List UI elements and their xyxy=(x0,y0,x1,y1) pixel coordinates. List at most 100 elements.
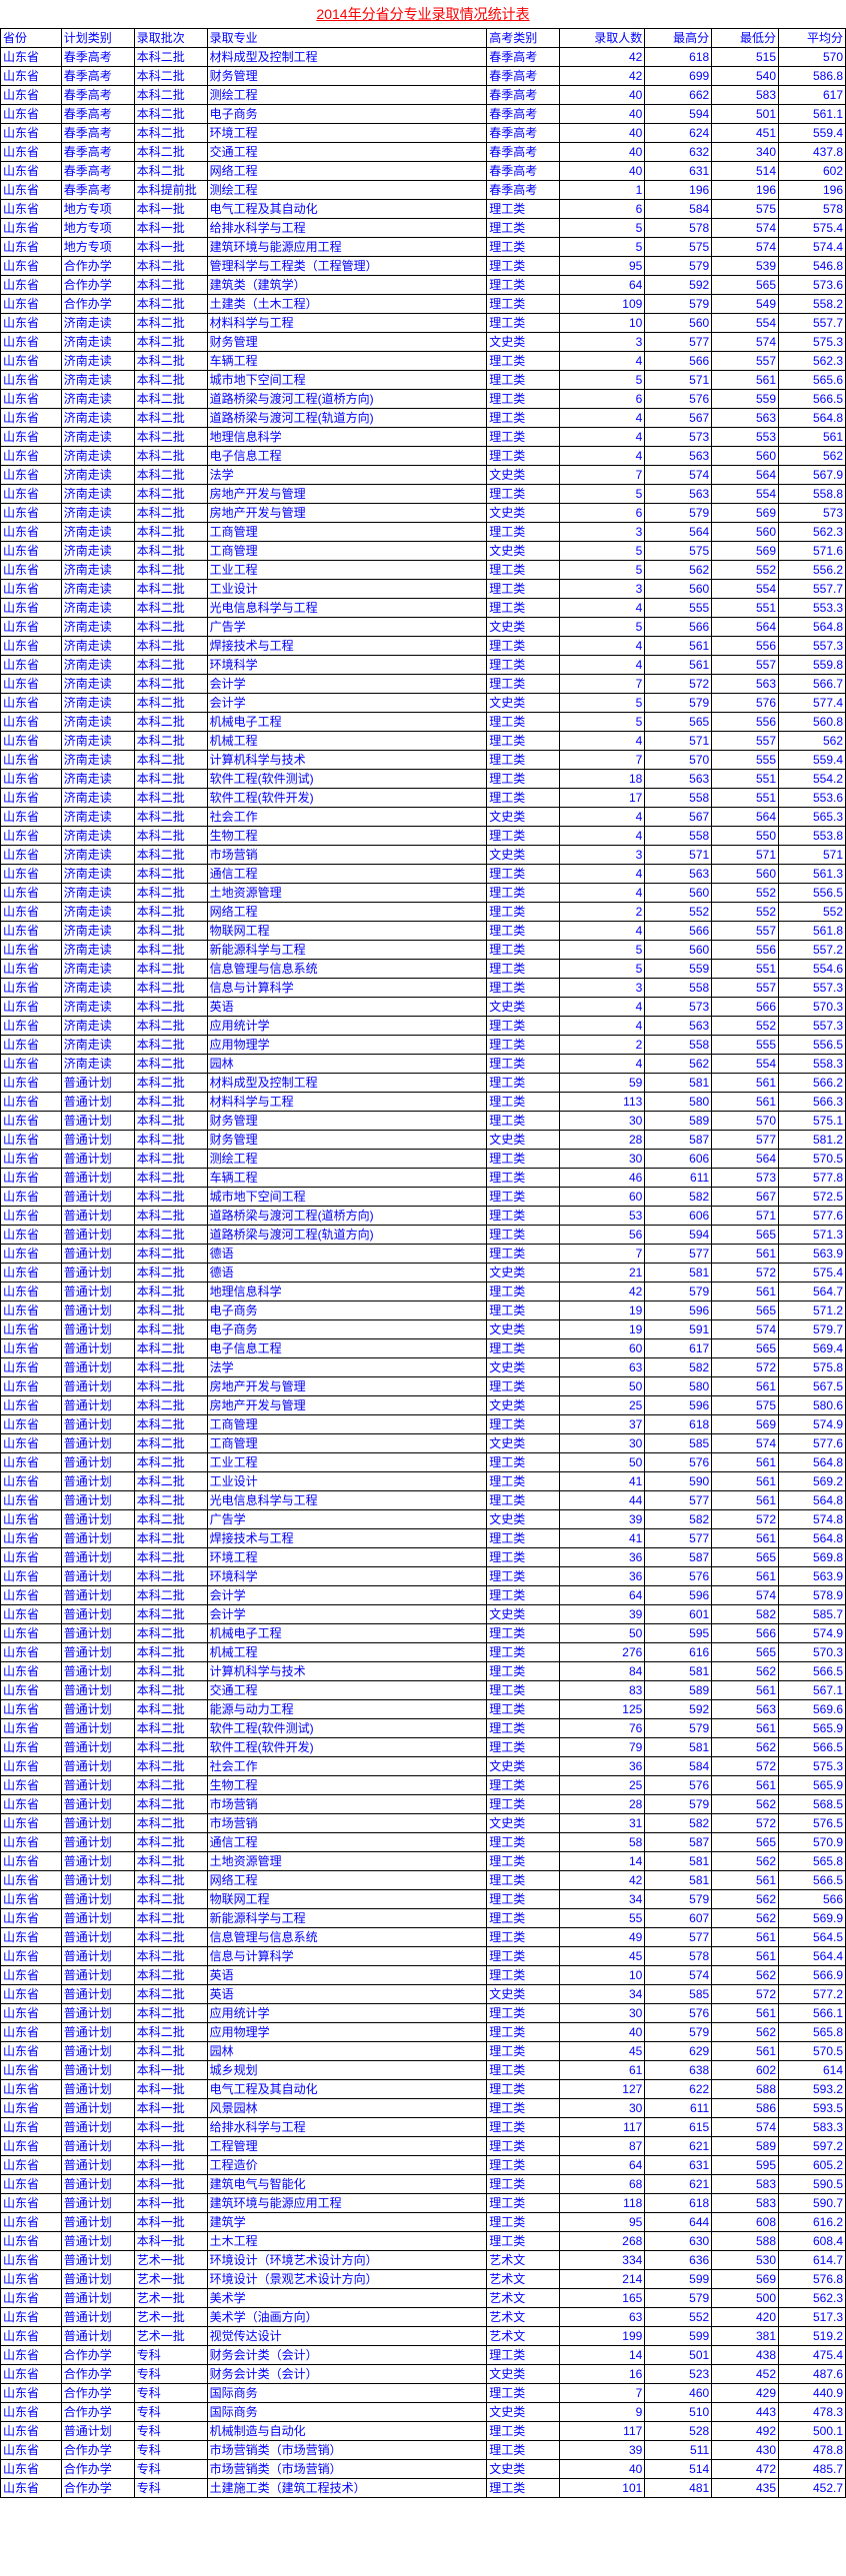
cell: 春季高考 xyxy=(61,143,134,162)
cell: 普通计划 xyxy=(61,1624,134,1643)
cell: 地方专项 xyxy=(61,200,134,219)
cell: 7 xyxy=(560,1245,645,1264)
table-row: 山东省普通计划本科一批建筑学理工类95644608616.2 xyxy=(1,2213,846,2232)
table-row: 山东省济南走读本科二批土地资源管理理工类4560552556.5 xyxy=(1,884,846,903)
table-row: 山东省普通计划本科二批房地产开发与管理文史类25596575580.6 xyxy=(1,1396,846,1415)
cell: 566.5 xyxy=(779,1871,846,1890)
cell: 山东省 xyxy=(1,1339,62,1358)
cell: 429 xyxy=(712,2384,779,2403)
cell: 山东省 xyxy=(1,827,62,846)
cell: 理工类 xyxy=(487,1643,560,1662)
cell: 春季高考 xyxy=(487,162,560,181)
cell: 574.9 xyxy=(779,1624,846,1643)
cell: 文史类 xyxy=(487,1396,560,1415)
cell: 城乡规划 xyxy=(207,2061,487,2080)
cell: 565 xyxy=(712,276,779,295)
cell: 564 xyxy=(712,618,779,637)
cell: 562 xyxy=(712,1890,779,1909)
cell: 山东省 xyxy=(1,333,62,352)
cell: 理工类 xyxy=(487,2023,560,2042)
table-row: 山东省济南走读本科二批工业设计理工类3560554557.7 xyxy=(1,580,846,599)
cell: 576.8 xyxy=(779,2270,846,2289)
cell: 565.9 xyxy=(779,1776,846,1795)
cell: 电子商务 xyxy=(207,1301,487,1320)
cell: 本科二批 xyxy=(134,86,207,105)
cell: 592 xyxy=(645,276,712,295)
cell: 本科二批 xyxy=(134,2004,207,2023)
cell: 515 xyxy=(712,48,779,67)
cell: 340 xyxy=(712,143,779,162)
cell: 561 xyxy=(712,1928,779,1947)
table-row: 山东省普通计划艺术一批视觉传达设计艺术文199599381519.2 xyxy=(1,2327,846,2346)
cell: 本科二批 xyxy=(134,1131,207,1150)
cell: 普通计划 xyxy=(61,2156,134,2175)
cell: 4 xyxy=(560,865,645,884)
cell: 437.8 xyxy=(779,143,846,162)
cell: 本科二批 xyxy=(134,1738,207,1757)
cell: 山东省 xyxy=(1,1036,62,1055)
cell: 本科二批 xyxy=(134,523,207,542)
cell: 621 xyxy=(645,2175,712,2194)
cell: 46 xyxy=(560,1169,645,1188)
cell: 应用物理学 xyxy=(207,2023,487,2042)
cell: 18 xyxy=(560,770,645,789)
cell: 理工类 xyxy=(487,257,560,276)
cell: 山东省 xyxy=(1,675,62,694)
cell: 577 xyxy=(645,1245,712,1264)
cell: 专科 xyxy=(134,2365,207,2384)
cell: 582 xyxy=(645,1188,712,1207)
cell: 理工类 xyxy=(487,713,560,732)
cell: 117 xyxy=(560,2422,645,2441)
cell: 济南走读 xyxy=(61,447,134,466)
cell: 信息管理与信息系统 xyxy=(207,1928,487,1947)
cell: 5 xyxy=(560,219,645,238)
cell: 10 xyxy=(560,1966,645,1985)
table-row: 山东省济南走读本科二批光电信息科学与工程理工类4555551553.3 xyxy=(1,599,846,618)
cell: 本科二批 xyxy=(134,1434,207,1453)
cell: 563 xyxy=(645,770,712,789)
cell: 理工类 xyxy=(487,1567,560,1586)
cell: 济南走读 xyxy=(61,827,134,846)
table-row: 山东省春季高考本科二批测绘工程春季高考40662583617 xyxy=(1,86,846,105)
cell: 39 xyxy=(560,1510,645,1529)
cell: 交通工程 xyxy=(207,1681,487,1700)
cell: 528 xyxy=(645,2422,712,2441)
cell: 586 xyxy=(712,2099,779,2118)
cell: 578 xyxy=(779,200,846,219)
cell: 理工类 xyxy=(487,409,560,428)
cell: 523 xyxy=(645,2365,712,2384)
table-row: 山东省春季高考本科二批电子商务春季高考40594501561.1 xyxy=(1,105,846,124)
cell: 专科 xyxy=(134,2441,207,2460)
cell: 济南走读 xyxy=(61,561,134,580)
cell: 山东省 xyxy=(1,1966,62,1985)
cell: 583 xyxy=(712,2175,779,2194)
cell: 87 xyxy=(560,2137,645,2156)
cell: 30 xyxy=(560,2099,645,2118)
cell: 环境科学 xyxy=(207,656,487,675)
cell: 本科二批 xyxy=(134,1814,207,1833)
cell: 济南走读 xyxy=(61,789,134,808)
cell: 575.3 xyxy=(779,333,846,352)
cell: 589 xyxy=(645,1681,712,1700)
cell: 合作办学 xyxy=(61,2365,134,2384)
cell: 582 xyxy=(712,1605,779,1624)
cell: 济南走读 xyxy=(61,922,134,941)
cell: 山东省 xyxy=(1,2194,62,2213)
cell: 理工类 xyxy=(487,1738,560,1757)
cell: 济南走读 xyxy=(61,865,134,884)
cell: 文史类 xyxy=(487,542,560,561)
cell: 4 xyxy=(560,808,645,827)
cell: 本科二批 xyxy=(134,1909,207,1928)
cell: 44 xyxy=(560,1491,645,1510)
cell: 586.8 xyxy=(779,67,846,86)
cell: 560 xyxy=(645,884,712,903)
cell: 国际商务 xyxy=(207,2384,487,2403)
cell: 生物工程 xyxy=(207,1776,487,1795)
cell: 60 xyxy=(560,1339,645,1358)
table-row: 山东省济南走读本科二批英语文史类4573566570.3 xyxy=(1,998,846,1017)
cell: 569.8 xyxy=(779,1548,846,1567)
cell: 558 xyxy=(645,1036,712,1055)
cell: 山东省 xyxy=(1,2232,62,2251)
table-row: 山东省济南走读本科二批机械工程理工类4571557562 xyxy=(1,732,846,751)
cell: 理工类 xyxy=(487,1036,560,1055)
